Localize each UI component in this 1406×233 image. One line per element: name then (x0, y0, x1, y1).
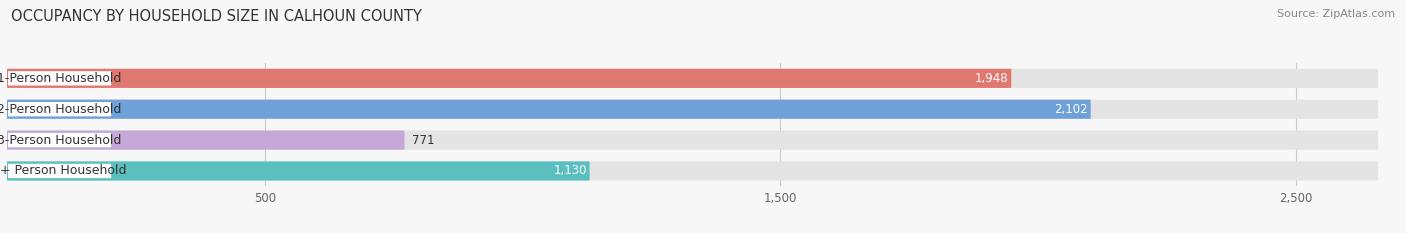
FancyBboxPatch shape (7, 69, 1011, 88)
FancyBboxPatch shape (8, 71, 111, 86)
FancyBboxPatch shape (7, 130, 1378, 150)
FancyBboxPatch shape (7, 100, 1378, 119)
FancyBboxPatch shape (8, 102, 111, 116)
FancyBboxPatch shape (8, 133, 111, 147)
Text: 1,948: 1,948 (976, 72, 1008, 85)
Text: 2-Person Household: 2-Person Household (0, 103, 122, 116)
FancyBboxPatch shape (7, 69, 1378, 88)
Text: 4+ Person Household: 4+ Person Household (0, 164, 127, 178)
FancyBboxPatch shape (7, 130, 405, 150)
Text: 1,130: 1,130 (554, 164, 586, 178)
FancyBboxPatch shape (7, 161, 1378, 181)
Text: 1-Person Household: 1-Person Household (0, 72, 122, 85)
Text: Source: ZipAtlas.com: Source: ZipAtlas.com (1277, 9, 1395, 19)
Text: 771: 771 (412, 134, 434, 147)
Text: 3-Person Household: 3-Person Household (0, 134, 122, 147)
Text: OCCUPANCY BY HOUSEHOLD SIZE IN CALHOUN COUNTY: OCCUPANCY BY HOUSEHOLD SIZE IN CALHOUN C… (11, 9, 422, 24)
Text: 2,102: 2,102 (1054, 103, 1088, 116)
FancyBboxPatch shape (8, 164, 111, 178)
FancyBboxPatch shape (7, 100, 1091, 119)
FancyBboxPatch shape (7, 161, 589, 181)
